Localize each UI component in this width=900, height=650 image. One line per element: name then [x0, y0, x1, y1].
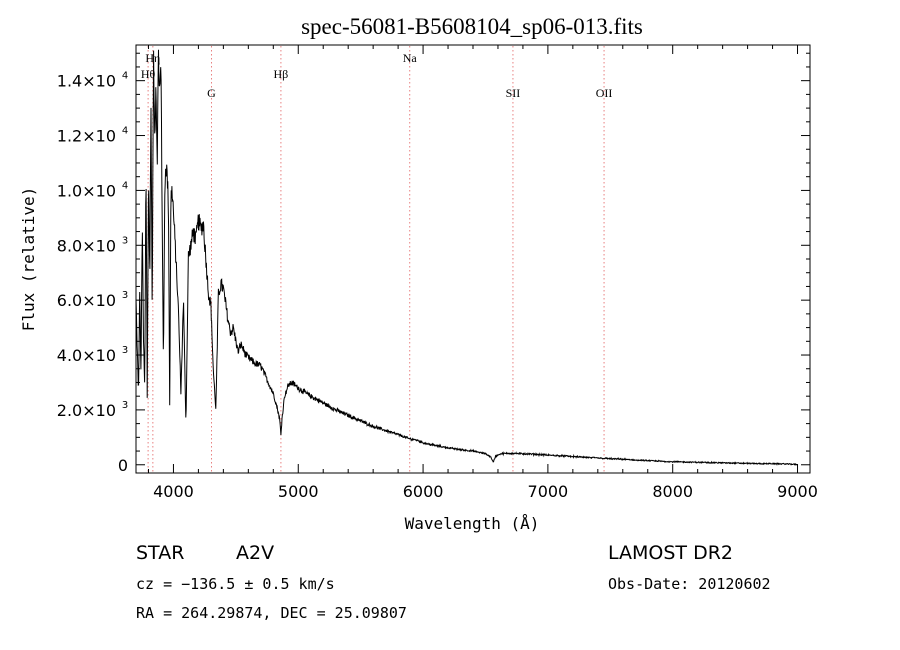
line-annotation: Hη	[145, 51, 160, 65]
x-axis-label: Wavelength (Å)	[405, 514, 540, 533]
y-tick-label: 4.0×10	[57, 346, 116, 365]
chart-title: spec-56081-B5608104_sp06-013.fits	[301, 14, 643, 39]
axis-ticks	[136, 45, 810, 473]
y-axis-label: Flux (relative)	[19, 187, 38, 332]
y-tick-exponent: 4	[122, 126, 128, 137]
coordinates: RA = 264.29874, DEC = 25.09807	[136, 604, 407, 622]
x-tick-label: 8000	[652, 482, 693, 501]
line-annotation: OII	[596, 86, 613, 100]
line-markers	[147, 46, 605, 472]
y-tick-label: 1.4×10	[57, 72, 116, 91]
y-tick-exponent: 3	[122, 290, 128, 301]
line-annotation: Hβ	[274, 67, 289, 81]
x-tick-label: 5000	[278, 482, 319, 501]
line-annotation: Hθ	[141, 67, 156, 81]
y-tick-label: 2.0×10	[57, 401, 116, 420]
x-tick-label: 7000	[528, 482, 569, 501]
object-class: STAR	[136, 542, 185, 564]
y-tick-label: 1.0×10	[57, 181, 116, 200]
y-tick-label: 1.2×10	[57, 127, 116, 146]
y-tick-label: 8.0×10	[57, 236, 116, 255]
line-annotation: SII	[506, 86, 521, 100]
redshift-cz: cz = −136.5 ± 0.5 km/s	[136, 575, 335, 593]
line-annotations: Hη Hθ G Hβ Na SII OII	[141, 51, 612, 100]
y-tick-exponent: 3	[122, 400, 128, 411]
y-tick-labels: 0 2.0×10 3 4.0×10 3 6.0×10 3 8.0×10 3 1.0×10 4 1.2×…	[57, 71, 128, 475]
observation-date: Obs-Date: 20120602	[608, 575, 771, 593]
survey-name: LAMOST DR2	[608, 542, 733, 564]
line-annotation: G	[207, 86, 216, 100]
y-tick-label: 0	[118, 456, 128, 475]
x-tick-label: 9000	[777, 482, 818, 501]
y-tick-exponent: 4	[122, 71, 128, 82]
y-tick-exponent: 3	[122, 345, 128, 356]
plot-frame	[135, 44, 811, 474]
spectrum-line	[135, 49, 798, 466]
x-tick-label: 6000	[403, 482, 444, 501]
line-annotation: Na	[403, 51, 418, 65]
y-tick-label: 6.0×10	[57, 291, 116, 310]
y-tick-exponent: 4	[122, 180, 128, 191]
x-tick-label: 4000	[153, 482, 194, 501]
y-tick-exponent: 3	[122, 235, 128, 246]
spectral-subclass: A2V	[236, 542, 275, 564]
x-tick-labels: 4000 5000 6000 7000 8000 9000	[153, 482, 818, 501]
